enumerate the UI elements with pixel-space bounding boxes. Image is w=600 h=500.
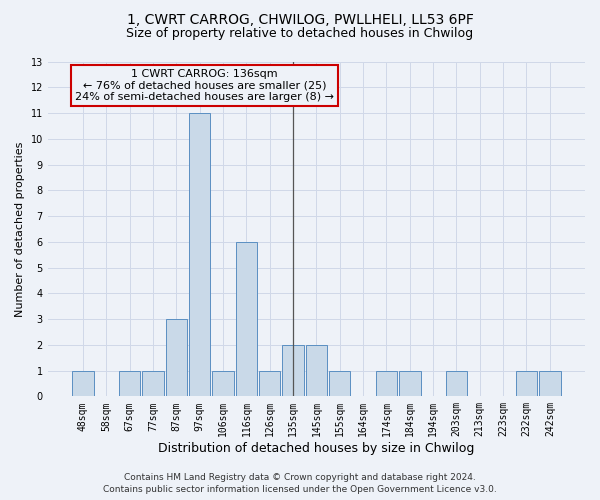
Bar (329, 370, 350, 396)
Bar (399, 370, 421, 396)
Bar (539, 370, 560, 396)
Bar (283, 345, 304, 397)
Text: 1, CWRT CARROG, CHWILOG, PWLLHELI, LL53 6PF: 1, CWRT CARROG, CHWILOG, PWLLHELI, LL53 … (127, 12, 473, 26)
Bar (212, 370, 234, 396)
Bar (516, 370, 537, 396)
Bar (305, 345, 327, 397)
Text: Contains HM Land Registry data © Crown copyright and database right 2024.
Contai: Contains HM Land Registry data © Crown c… (103, 472, 497, 494)
Text: 1 CWRT CARROG: 136sqm
← 76% of detached houses are smaller (25)
24% of semi-deta: 1 CWRT CARROG: 136sqm ← 76% of detached … (75, 69, 334, 102)
Bar (259, 370, 280, 396)
Bar (189, 113, 211, 397)
Text: Size of property relative to detached houses in Chwilog: Size of property relative to detached ho… (127, 28, 473, 40)
Bar (166, 319, 187, 396)
Bar (236, 242, 257, 396)
Bar (446, 370, 467, 396)
Bar (119, 370, 140, 396)
X-axis label: Distribution of detached houses by size in Chwilog: Distribution of detached houses by size … (158, 442, 475, 455)
Bar (142, 370, 164, 396)
Bar (376, 370, 397, 396)
Y-axis label: Number of detached properties: Number of detached properties (15, 141, 25, 316)
Bar (72, 370, 94, 396)
